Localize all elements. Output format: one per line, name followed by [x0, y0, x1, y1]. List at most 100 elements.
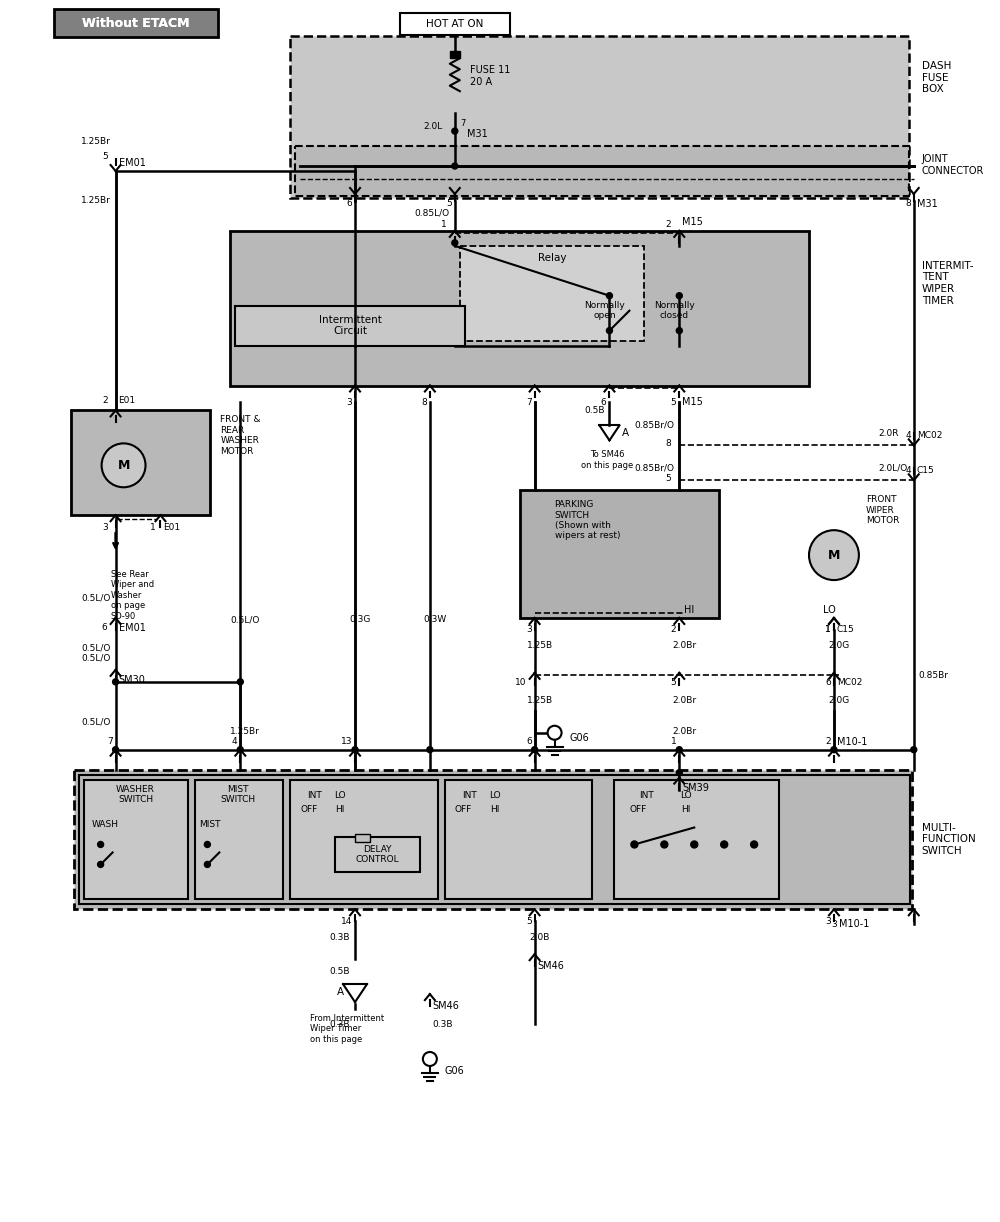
Circle shape [548, 726, 562, 739]
Text: SM46: SM46 [433, 1001, 460, 1011]
Text: 4: 4 [905, 431, 911, 440]
Text: MC02: MC02 [837, 678, 862, 687]
Text: 2.0Br: 2.0Br [672, 697, 696, 705]
Text: DASH
FUSE
BOX: DASH FUSE BOX [922, 61, 951, 94]
Text: 7: 7 [107, 737, 113, 747]
Text: 2.0B: 2.0B [529, 932, 550, 942]
Text: 2: 2 [825, 737, 831, 747]
Text: 2.0L/O: 2.0L/O [879, 464, 908, 473]
Text: INT: INT [307, 791, 322, 800]
Text: 0.3B: 0.3B [433, 1019, 453, 1029]
Text: HI: HI [682, 805, 691, 814]
Text: M: M [828, 549, 840, 562]
Text: 1: 1 [825, 626, 831, 634]
Text: 0.3W: 0.3W [423, 616, 446, 624]
Circle shape [113, 679, 119, 684]
Text: SM39: SM39 [682, 782, 709, 793]
Text: HI: HI [335, 805, 345, 814]
Text: From Intermittent
Wiper Timer
on this page: From Intermittent Wiper Timer on this pa… [310, 1014, 384, 1044]
Text: E01: E01 [163, 523, 181, 532]
Text: 0.85Br/O: 0.85Br/O [634, 420, 674, 430]
Text: OFF: OFF [300, 805, 317, 814]
Bar [54, 10, 218, 38]
Text: M10-1: M10-1 [839, 919, 869, 929]
Text: Without ETACM: Without ETACM [82, 17, 189, 29]
Text: 1: 1 [441, 220, 447, 229]
Text: A: A [337, 987, 344, 997]
Text: 6: 6 [825, 678, 831, 687]
Text: M10-1: M10-1 [837, 737, 867, 747]
Text: A: A [621, 429, 629, 439]
Text: EM01: EM01 [119, 158, 145, 167]
Bar [460, 246, 644, 341]
Text: FRONT &
REAR
WASHER
MOTOR: FRONT & REAR WASHER MOTOR [220, 415, 261, 456]
Circle shape [661, 841, 668, 848]
Text: JOINT
CONNECTOR: JOINT CONNECTOR [922, 154, 984, 176]
Text: 0.5L/O: 0.5L/O [81, 644, 111, 653]
Text: 2.0G: 2.0G [828, 697, 850, 705]
Bar [355, 835, 370, 842]
Text: WASHER
SWITCH: WASHER SWITCH [116, 785, 155, 804]
Text: 0.5L/O: 0.5L/O [81, 717, 111, 726]
Text: PARKING
SWITCH
(Shown with
wipers at rest): PARKING SWITCH (Shown with wipers at res… [555, 500, 620, 540]
Circle shape [606, 327, 612, 334]
Text: 8: 8 [905, 199, 911, 209]
Text: 2: 2 [671, 626, 676, 634]
Circle shape [452, 128, 458, 134]
Text: C15: C15 [917, 466, 935, 475]
Text: 2: 2 [666, 220, 671, 229]
Bar [614, 780, 779, 899]
Text: OFF: OFF [455, 805, 472, 814]
Circle shape [237, 679, 243, 684]
Text: 1.25Br: 1.25Br [81, 137, 111, 145]
Text: 1.25B: 1.25B [527, 642, 553, 650]
Text: 2: 2 [102, 396, 108, 406]
Text: 1.25B: 1.25B [527, 697, 553, 705]
Text: 5: 5 [671, 398, 676, 407]
Circle shape [427, 747, 433, 753]
Text: To SM46
on this page: To SM46 on this page [581, 451, 634, 469]
Text: 0.3B: 0.3B [330, 1019, 350, 1029]
Circle shape [423, 1052, 437, 1066]
Bar [450, 51, 460, 59]
Text: Relay: Relay [538, 253, 567, 263]
Text: 7: 7 [526, 398, 532, 407]
Text: M: M [117, 458, 130, 472]
Circle shape [606, 293, 612, 298]
Text: 5: 5 [666, 474, 671, 483]
Text: G06: G06 [445, 1066, 465, 1075]
Text: 0.5B: 0.5B [584, 406, 604, 415]
Circle shape [676, 770, 682, 776]
Text: 8: 8 [666, 439, 671, 448]
Text: HI: HI [684, 605, 694, 615]
Text: 13: 13 [341, 737, 352, 747]
Text: LO: LO [334, 791, 346, 800]
Text: INT: INT [462, 791, 477, 800]
Text: 10: 10 [515, 678, 527, 687]
Circle shape [98, 842, 104, 848]
Text: HOT AT ON: HOT AT ON [426, 20, 483, 29]
Text: DELAY
CONTROL: DELAY CONTROL [355, 844, 399, 864]
Bar [79, 775, 910, 904]
Text: WASH: WASH [92, 820, 119, 829]
Circle shape [237, 747, 243, 753]
Text: 6: 6 [526, 737, 532, 747]
Text: EM01: EM01 [119, 623, 145, 633]
Text: HI: HI [490, 805, 499, 814]
Bar [235, 306, 465, 346]
Circle shape [631, 841, 638, 848]
Text: 0.3G: 0.3G [349, 616, 371, 624]
Text: Intermittent
Circuit: Intermittent Circuit [319, 315, 381, 336]
Circle shape [204, 842, 210, 848]
Circle shape [721, 841, 728, 848]
Circle shape [691, 841, 698, 848]
Text: FUSE 11
20 A: FUSE 11 20 A [470, 66, 510, 87]
Circle shape [831, 747, 837, 753]
Circle shape [676, 747, 682, 753]
Text: LO: LO [680, 791, 692, 800]
Text: 5: 5 [526, 916, 532, 926]
Text: 6: 6 [601, 398, 606, 407]
Text: MIST
SWITCH: MIST SWITCH [221, 785, 256, 804]
Bar [195, 780, 283, 899]
Bar [295, 147, 909, 196]
